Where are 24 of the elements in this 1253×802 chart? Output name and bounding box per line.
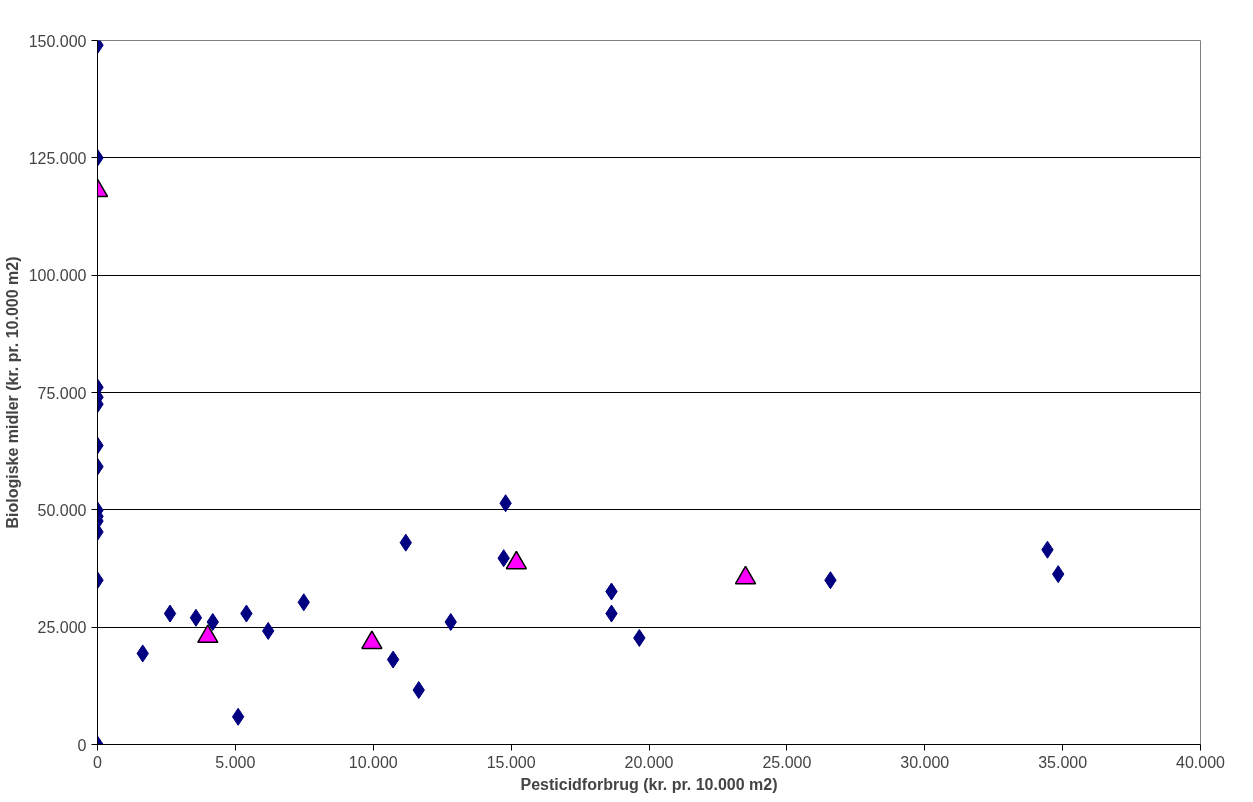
y-tick-label: 50.000 bbox=[37, 501, 87, 519]
x-axis-title: Pesticidforbrug (kr. pr. 10.000 m2) bbox=[520, 775, 778, 793]
point bbox=[163, 604, 177, 623]
point bbox=[444, 613, 457, 631]
y-tick-label: 100.000 bbox=[28, 267, 87, 285]
y-tick-label: 0 bbox=[77, 736, 87, 754]
y-tick-label: 75.000 bbox=[37, 384, 87, 402]
x-tick-label: 10.000 bbox=[348, 753, 398, 771]
x-tick-label: 5.000 bbox=[215, 753, 256, 771]
point bbox=[206, 613, 219, 631]
y-tick-label: 125.000 bbox=[28, 149, 87, 167]
x-tick-label: 20.000 bbox=[624, 753, 674, 771]
x-tick-label: 30.000 bbox=[900, 753, 950, 771]
y-tick-label: 25.000 bbox=[37, 619, 87, 637]
point bbox=[189, 608, 203, 627]
y-axis-title: Biologiske midler (kr. pr. 10.000 m2) bbox=[3, 256, 21, 529]
point bbox=[231, 707, 245, 726]
x-tick-label: 35.000 bbox=[1038, 753, 1088, 771]
y-tick-label: 150.000 bbox=[28, 32, 87, 50]
point bbox=[386, 650, 400, 669]
x-tick-label: 0 bbox=[93, 753, 103, 771]
x-tick-label: 25.000 bbox=[762, 753, 812, 771]
x-tick-label: 15.000 bbox=[486, 753, 536, 771]
x-tick-label: 40.000 bbox=[1176, 753, 1226, 771]
